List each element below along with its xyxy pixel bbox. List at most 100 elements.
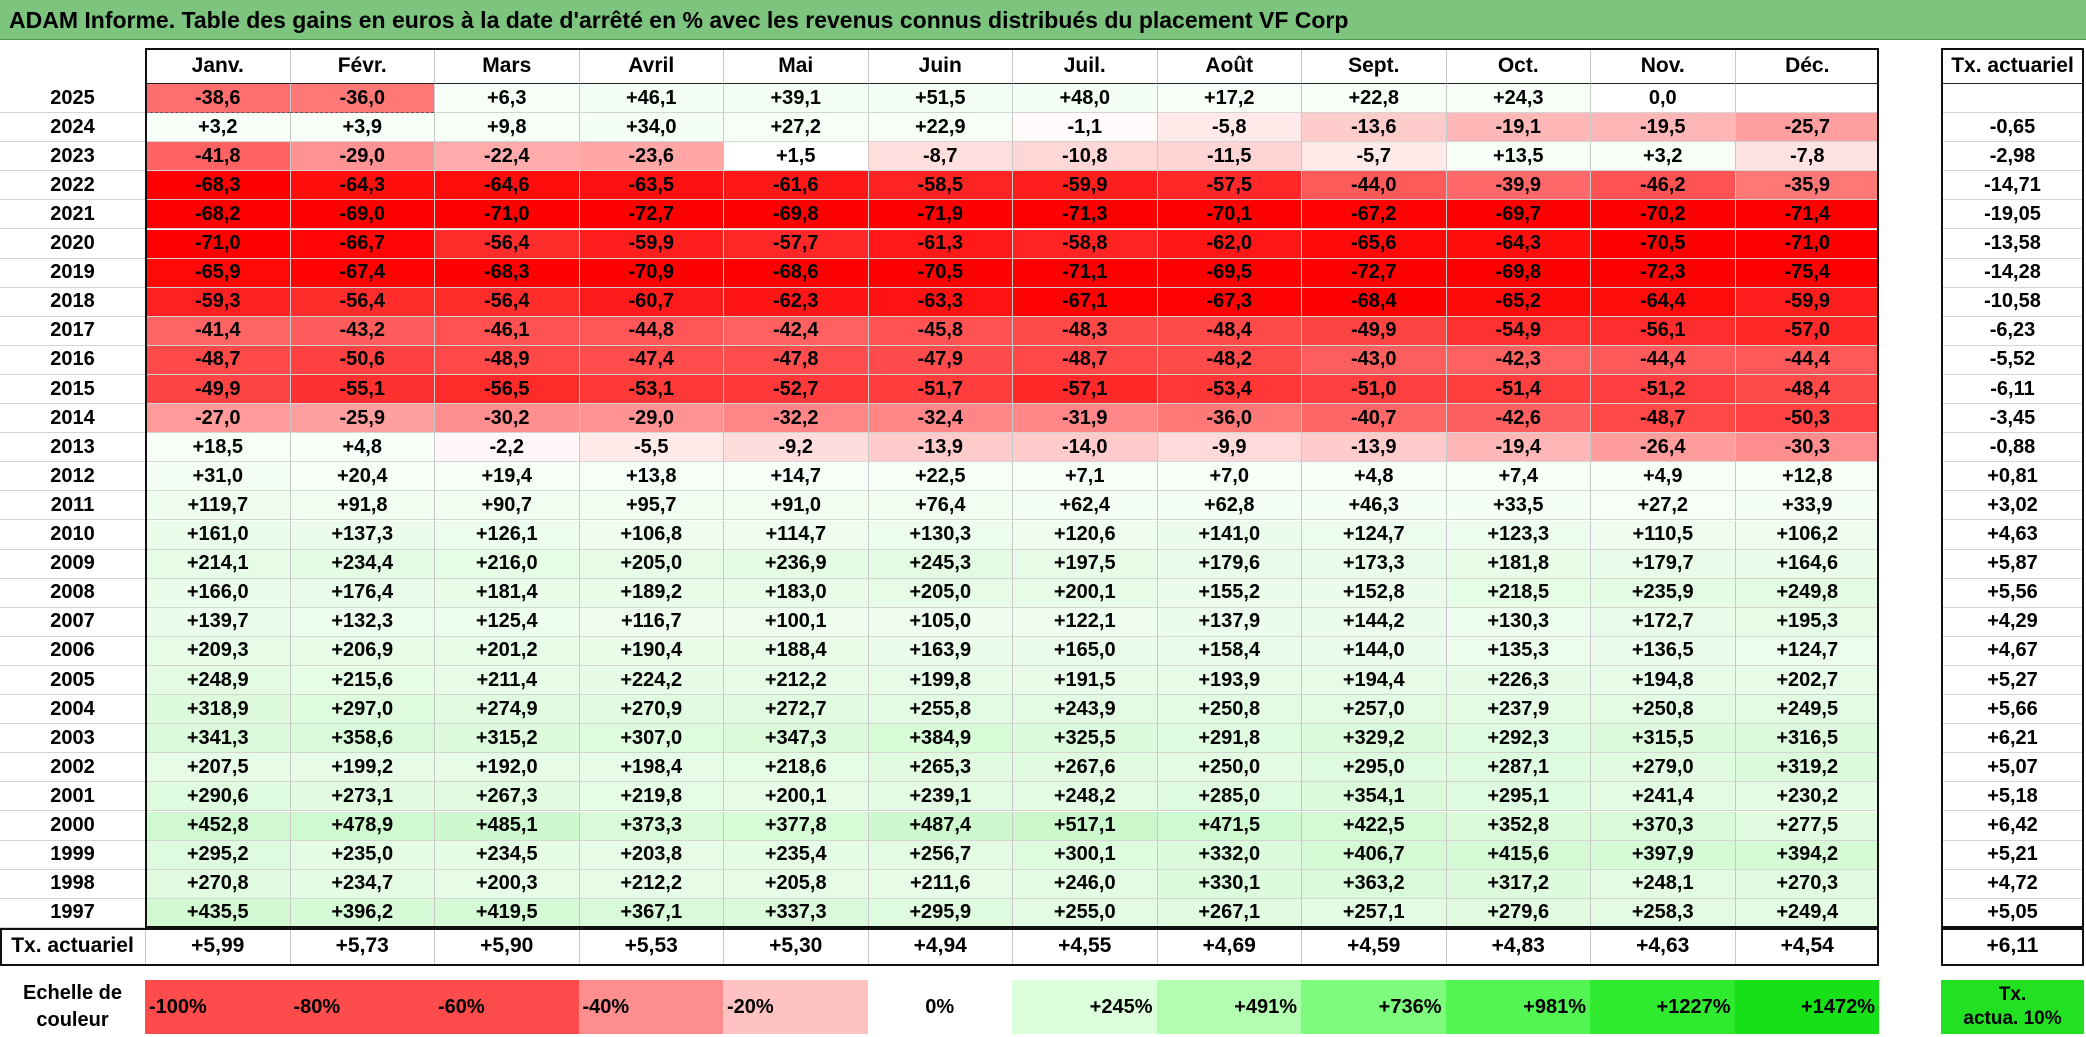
rate-cell <box>1941 84 2084 114</box>
scale-label-line: Echelle de <box>23 982 122 1004</box>
gain-cell: +192,0 <box>434 753 579 783</box>
year-label: 2003 <box>0 724 145 754</box>
gain-cell: -26,4 <box>1590 433 1735 463</box>
gain-cell: +255,0 <box>1012 898 1157 928</box>
gain-cell: -67,3 <box>1156 287 1301 317</box>
gain-cell: -67,4 <box>289 258 434 288</box>
gain-cell: -51,7 <box>867 375 1012 405</box>
scale-label-line: couleur <box>36 1009 109 1031</box>
gain-cell: +315,2 <box>434 724 579 754</box>
gain-cell: -69,5 <box>1156 258 1301 288</box>
gain-cell: +3,2 <box>1590 142 1735 172</box>
gain-cell: +270,9 <box>578 695 723 725</box>
gain-cell: -53,1 <box>578 375 723 405</box>
rate-cell: +6,21 <box>1941 724 2084 754</box>
gain-cell: +1,5 <box>723 142 868 172</box>
gain-cell: +291,8 <box>1156 724 1301 754</box>
year-label: 1999 <box>0 841 145 870</box>
gain-cell: +218,5 <box>1445 578 1590 608</box>
gain-cell: +22,5 <box>867 462 1012 492</box>
gain-cell: +7,4 <box>1445 462 1590 492</box>
rate-cell: -10,58 <box>1941 288 2084 317</box>
gain-cell: +234,4 <box>289 549 434 579</box>
gain-cell: -9,9 <box>1156 433 1301 463</box>
year-label: 2011 <box>0 491 145 521</box>
gain-cell: -65,9 <box>145 258 290 288</box>
gain-cell: +176,4 <box>289 578 434 608</box>
rate-cell: -13,58 <box>1941 230 2084 259</box>
gain-cell: +219,8 <box>578 782 723 812</box>
gain-cell: +90,7 <box>434 491 579 521</box>
gain-cell: +181,8 <box>1445 549 1590 579</box>
gain-cell: +48,0 <box>1012 84 1157 114</box>
gain-cell: +33,5 <box>1445 491 1590 521</box>
gain-cell: +27,2 <box>1590 491 1735 521</box>
gain-cell: +12,8 <box>1734 462 1879 492</box>
gain-cell: +200,1 <box>723 782 868 812</box>
gain-cell: +188,4 <box>723 636 868 666</box>
gain-cell: +315,5 <box>1590 724 1735 754</box>
gain-cell: +347,3 <box>723 724 868 754</box>
gain-cell: +290,6 <box>145 782 290 812</box>
gain-cell: +3,9 <box>289 113 434 143</box>
gain-cell: -44,4 <box>1590 345 1735 375</box>
gain-cell: +4,9 <box>1590 462 1735 492</box>
gain-cell: +274,9 <box>434 695 579 725</box>
gain-cell: +307,0 <box>578 724 723 754</box>
gain-cell: +191,5 <box>1012 666 1157 696</box>
gain-cell: +189,2 <box>578 578 723 608</box>
gain-cell: +46,1 <box>578 84 723 114</box>
gain-cell: +193,9 <box>1156 666 1301 696</box>
gain-cell: +300,1 <box>1012 840 1157 870</box>
gain-cell: -56,1 <box>1590 316 1735 346</box>
gain-cell: +130,3 <box>867 520 1012 550</box>
gain-cell: +249,4 <box>1734 898 1879 928</box>
gain-cell: +136,5 <box>1590 636 1735 666</box>
rate-cell: +5,27 <box>1941 666 2084 696</box>
gain-cell: -32,4 <box>867 404 1012 434</box>
gain-cell: -71,3 <box>1012 200 1157 230</box>
gain-cell: -66,7 <box>289 229 434 259</box>
gain-cell: -2,2 <box>434 433 579 463</box>
gain-cell: +211,4 <box>434 666 579 696</box>
rate-cell: -0,88 <box>1941 433 2084 463</box>
gain-cell: +237,9 <box>1445 695 1590 725</box>
scale-swatch: +1472% <box>1734 980 1879 1034</box>
gain-cell: +17,2 <box>1156 84 1301 114</box>
gain-cell: +384,9 <box>867 724 1012 754</box>
gain-cell: -48,2 <box>1156 345 1301 375</box>
gain-cell: +485,1 <box>434 811 579 841</box>
gain-cell: +190,4 <box>578 636 723 666</box>
rate-cell: -19,05 <box>1941 200 2084 230</box>
scale-swatch: -100% <box>145 980 290 1034</box>
gain-cell: +487,4 <box>867 811 1012 841</box>
year-label: 2019 <box>0 259 145 288</box>
gain-cell: -50,6 <box>289 345 434 375</box>
gain-cell: +248,9 <box>145 666 290 696</box>
gain-cell: +295,1 <box>1445 782 1590 812</box>
gain-cell: -36,0 <box>1156 404 1301 434</box>
gain-cell: +396,2 <box>289 898 434 928</box>
gain-cell: -68,2 <box>145 200 290 230</box>
gain-cell: -7,8 <box>1734 142 1879 172</box>
year-label: 2020 <box>0 230 145 259</box>
year-label: 2014 <box>0 404 145 434</box>
gain-cell: +258,3 <box>1590 898 1735 928</box>
gain-cell: +250,0 <box>1156 753 1301 783</box>
rate-cell: +4,29 <box>1941 608 2084 637</box>
gain-cell: +199,8 <box>867 666 1012 696</box>
gain-cell: +234,7 <box>289 869 434 899</box>
gain-cell: -67,1 <box>1012 287 1157 317</box>
gain-cell: +105,0 <box>867 607 1012 637</box>
gain-cell: +235,9 <box>1590 578 1735 608</box>
gain-cell: -43,2 <box>289 316 434 346</box>
gain-cell: +435,5 <box>145 898 290 928</box>
rate-cell: +3,02 <box>1941 491 2084 521</box>
gain-cell: +267,3 <box>434 782 579 812</box>
gain-cell: +158,4 <box>1156 636 1301 666</box>
gain-cell: +161,0 <box>145 520 290 550</box>
totals-label: Tx. actuariel <box>0 928 145 966</box>
gain-cell: -70,1 <box>1156 200 1301 230</box>
gain-cell: -70,9 <box>578 258 723 288</box>
gain-cell: +123,3 <box>1445 520 1590 550</box>
